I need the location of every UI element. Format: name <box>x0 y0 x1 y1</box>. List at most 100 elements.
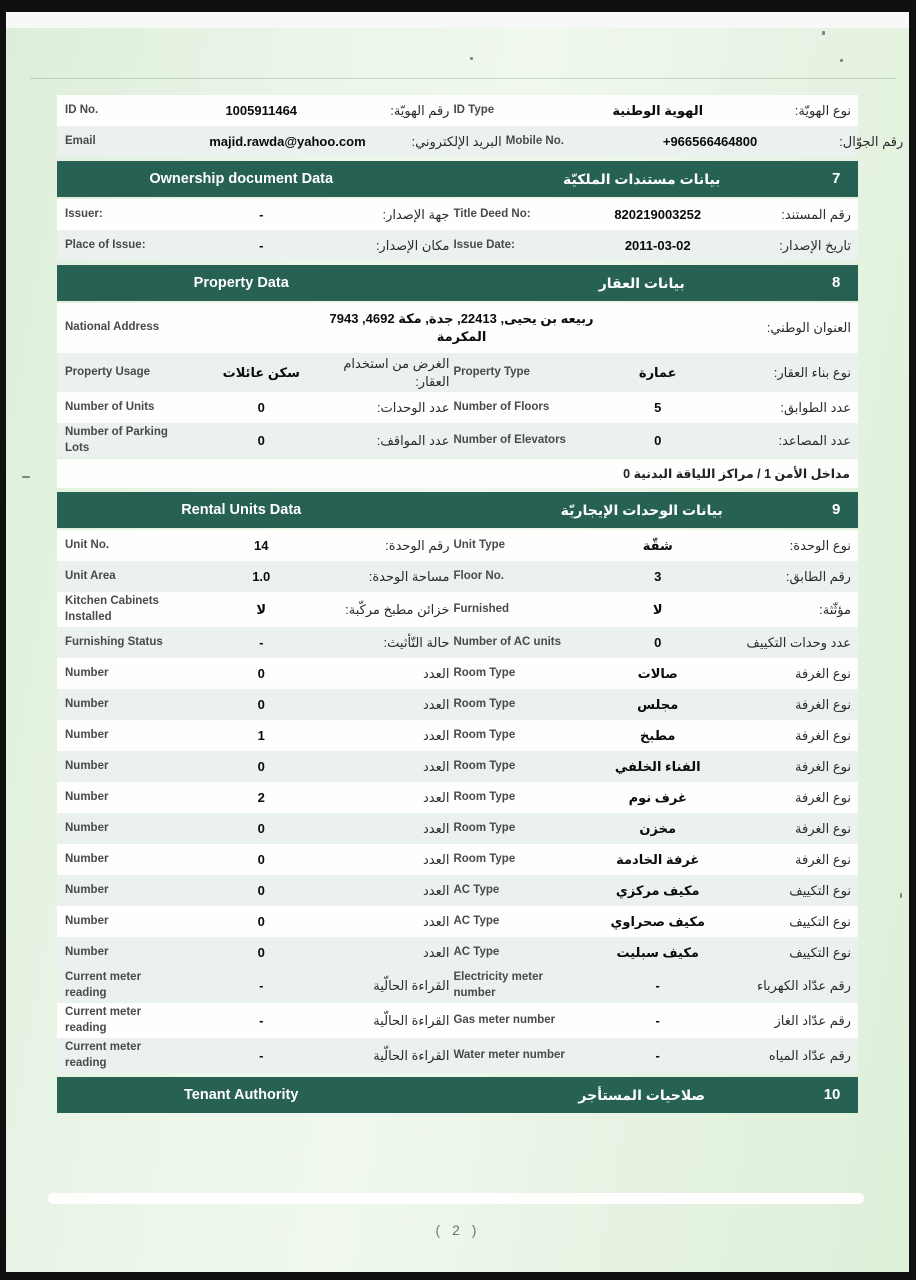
table-row: Number 0 العدد AC Type مكيف سبليت نوع التكييف <box>57 937 858 969</box>
table-row: Number of Parking Lots 0 عدد المواقف: Numbe… <box>57 423 858 459</box>
field-label-en: Gas meter number <box>453 1013 556 1026</box>
field-label-en: Number <box>65 697 109 710</box>
field-label-en: Number <box>65 759 109 772</box>
section-header: Property Data بيانات العقار 8 <box>57 265 858 301</box>
section-header: Tenant Authority صلاحيات المستأجر 10 <box>57 1077 858 1114</box>
field-value: +966566464800 <box>662 133 758 149</box>
field-label-en: Number of Floors <box>453 400 550 413</box>
field-label-en: Number <box>65 883 109 896</box>
field-value: 0 <box>257 820 265 836</box>
table-row: Number 0 العدد Room Type مجلس نوع الغرفة <box>57 689 858 721</box>
field-label-en: Email <box>65 134 96 147</box>
field-label-en: Issue Date: <box>453 238 515 251</box>
table-row: Furnishing Status - حالة التّأثيث: Number o… <box>57 627 858 659</box>
field-value: 0 <box>257 665 265 681</box>
field-label-en: AC Type <box>453 883 500 896</box>
field-label-en: Current meter reading <box>65 1041 142 1069</box>
scan-speck <box>470 57 473 60</box>
field-label-en: Current meter reading <box>65 971 142 999</box>
section-header: Ownership document Data بيانات مستندات ال… <box>57 161 858 197</box>
field-value: غرفة الخادمة <box>616 851 700 867</box>
field-label-ar: رقم عدّاد المياه <box>768 1047 851 1063</box>
field-label-ar: نوع الغرفة <box>795 727 851 743</box>
field-value: لا <box>652 601 663 617</box>
field-label-ar: عدد المصاعد: <box>778 432 851 448</box>
field-label-ar: رقم الهويّة: <box>390 102 450 118</box>
table-row: Unit No. 14 رقم الوحدة: Unit Type شقّة نوع ال… <box>57 530 858 562</box>
note-text: مداخل الأمن 1 / مراكز اللياقة البدنية 0 <box>623 467 850 482</box>
field-label-ar: العدد <box>423 727 450 743</box>
field-value: 1.0 <box>252 568 271 584</box>
field-value: عمارة <box>638 364 677 380</box>
field-value: 0 <box>257 913 265 929</box>
field-label-en: Unit Type <box>453 538 506 551</box>
field-value: - <box>259 977 264 993</box>
field-label-ar: نوع بناء العقار: <box>773 364 851 380</box>
field-label-ar: عدد الوحدات: <box>376 399 450 415</box>
field-label-ar: العدد <box>423 944 450 960</box>
field-label-ar: العدد <box>423 789 450 805</box>
table-row: ID No. 1005911464 رقم الهويّة: ID Type الهوي… <box>57 95 858 126</box>
field-value: 0 <box>257 882 265 898</box>
field-label-ar: العدد <box>423 758 450 774</box>
field-label-en: Number of AC units <box>453 635 562 648</box>
field-value: مكيف مركزي <box>615 882 700 898</box>
table-row: Unit Area 1.0 مساحة الوحدة: Floor No. 3 رقم ا… <box>57 561 858 593</box>
field-label-ar: مساحة الوحدة: <box>368 568 450 584</box>
field-value: 1005911464 <box>225 102 298 118</box>
field-label-ar: العدد <box>423 665 450 681</box>
field-label-ar: نوع الغرفة <box>795 758 851 774</box>
field-label-ar: نوع التكييف <box>789 882 851 898</box>
field-label-en: Room Type <box>453 790 516 803</box>
field-label-ar: مؤثّثة: <box>819 601 851 617</box>
field-label-ar: رقم الجوّال: <box>839 133 904 149</box>
field-label-ar: العدد <box>423 882 450 898</box>
field-value: - <box>259 634 264 650</box>
field-label-ar: نوع الهويّة: <box>794 102 851 118</box>
field-label-en: ID No. <box>65 103 99 116</box>
field-label-en: Floor No. <box>453 569 504 582</box>
field-label-ar: نوع الغرفة <box>795 851 851 867</box>
table-row: National Address ربيعه بن يحيى, 22413, جد… <box>57 303 858 353</box>
field-label-ar: البريد الإلكتروني: <box>411 133 502 149</box>
field-value: - <box>655 977 660 993</box>
field-value: 0 <box>257 944 265 960</box>
field-value: مكيف صحراوي <box>610 913 705 929</box>
field-label-ar: القراءة الحالّية <box>373 977 450 993</box>
field-label-ar: جهة الإصدار: <box>382 206 450 222</box>
scan-artifact-line <box>30 78 896 79</box>
field-label-en: Unit Area <box>65 569 116 582</box>
field-label-en: Kitchen Cabinets Installed <box>65 595 159 623</box>
field-label-en: Number <box>65 821 109 834</box>
field-label-en: Room Type <box>453 728 516 741</box>
field-label-en: Water meter number <box>453 1048 565 1061</box>
field-value: - <box>655 1047 660 1063</box>
field-value: 0 <box>257 851 265 867</box>
table-row: Number 0 العدد AC Type مكيف صحراوي نوع التكيي… <box>57 906 858 938</box>
table-row: Property Usage سكن عائلات الغرض من استخدام… <box>57 353 858 393</box>
field-label-ar: العدد <box>423 851 450 867</box>
section-title-en: Ownership document Data <box>149 171 334 187</box>
field-label-en: National Address <box>65 321 160 334</box>
field-label-ar: نوع الغرفة <box>795 789 851 805</box>
field-value: 2011-03-02 <box>624 237 691 253</box>
field-label-ar: القراءة الحالّية <box>373 1047 450 1063</box>
scan-speck <box>822 31 825 35</box>
field-label-en: Unit No. <box>65 538 110 551</box>
scan-speck <box>840 59 843 62</box>
field-value: الهوية الوطنية <box>612 102 704 118</box>
field-label-ar: خزائن مطبخ مركّبة: <box>345 601 450 617</box>
section-number: 7 <box>832 170 841 187</box>
field-value: مخزن <box>639 820 677 836</box>
field-label-en: Mobile No. <box>505 134 564 147</box>
field-label-en: Property Type <box>453 365 530 378</box>
table-row: Number 1 العدد Room Type مطبخ نوع الغرفة <box>57 720 858 752</box>
field-label-en: Number <box>65 914 109 927</box>
field-value: - <box>259 206 264 222</box>
address-line-1: ربيعه بن يحيى, 22413, جدة, مكة 4692, 794… <box>329 311 594 327</box>
table-row: Issuer: - جهة الإصدار: Title Deed No: 820219… <box>57 199 858 230</box>
table-row: Number of Units 0 عدد الوحدات: Number of Fl… <box>57 392 858 424</box>
field-label-en: Room Type <box>453 697 516 710</box>
field-value: سكن عائلات <box>222 364 300 380</box>
field-label-en: Number of Elevators <box>453 433 566 446</box>
